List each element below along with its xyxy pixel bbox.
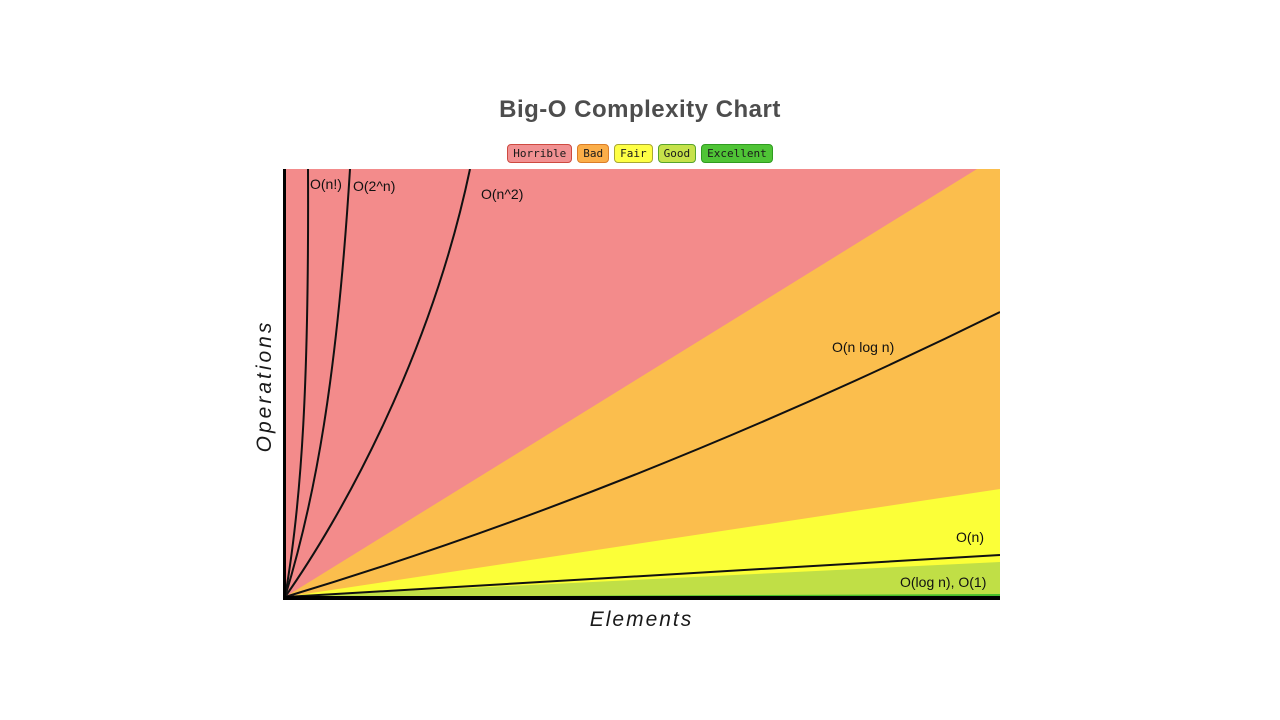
x-axis-label: Elements — [589, 608, 694, 631]
curve-o-quadratic — [284, 169, 471, 598]
curve-label-o-linearithmic: O(n log n) — [832, 339, 895, 355]
curve-o-exponential — [284, 169, 351, 598]
chart-canvas — [283, 169, 1000, 600]
curve-label-o-log-const: O(log n), O(1) — [900, 574, 987, 590]
curve-o-linear — [284, 554, 1000, 598]
curve-label-o-factorial: O(n!) — [310, 176, 342, 192]
curve-o-linearithmic — [284, 311, 1000, 598]
legend-badge-excellent: Excellent — [701, 144, 773, 163]
curve-label-o-linear: O(n) — [956, 529, 984, 545]
legend-badge-horrible: Horrible — [507, 144, 573, 163]
legend-badge-good: Good — [657, 144, 697, 163]
legend-badge-fair: Fair — [614, 144, 653, 163]
curve-label-o-quadratic: O(n^2) — [481, 186, 524, 202]
curve-label-o-exponential: O(2^n) — [353, 178, 396, 194]
y-axis-label: Operations — [253, 319, 276, 453]
complexity-legend: Horrible Bad Fair Good Excellent — [0, 144, 1280, 163]
region-bad — [285, 169, 1000, 600]
page-title: Big-O Complexity Chart — [499, 96, 781, 123]
legend-badge-bad: Bad — [577, 144, 610, 163]
chart-plot-area: O(n!) O(2^n) O(n^2) O(n log n) O(n) O(lo… — [283, 169, 1000, 600]
curve-o-factorial — [284, 169, 310, 598]
region-good — [285, 562, 1000, 600]
